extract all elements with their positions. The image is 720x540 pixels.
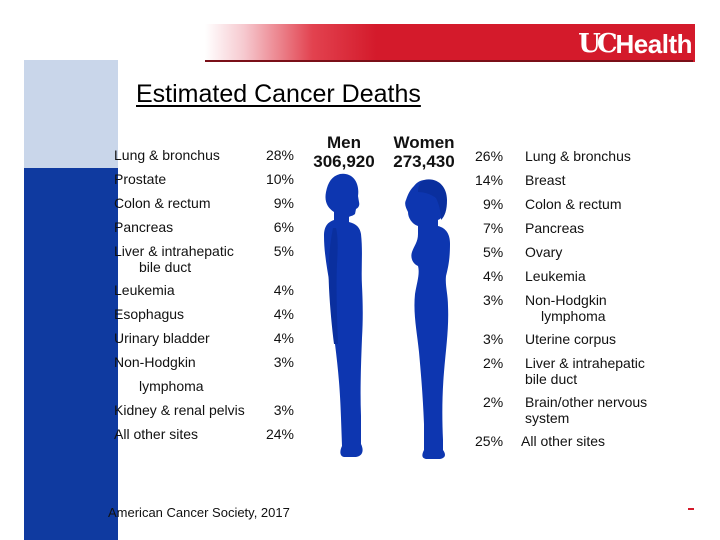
women-label: Uterine corpus	[525, 331, 617, 347]
accent-bar-dark	[24, 168, 118, 540]
women-label: Pancreas	[525, 220, 585, 236]
men-label: Liver & intrahepatic	[114, 243, 234, 259]
men-pct: 9%	[273, 195, 294, 211]
header-band	[205, 24, 695, 62]
women-pct: 4%	[483, 268, 504, 284]
women-label-cont: system	[525, 410, 570, 426]
men-label: Kidney & renal pelvis	[114, 402, 245, 418]
women-pct: 25%	[475, 433, 504, 449]
men-label-cont: bile duct	[139, 259, 192, 275]
women-label: Breast	[525, 172, 566, 188]
women-total: 273,430	[393, 152, 455, 171]
women-label-cont: lymphoma	[541, 308, 606, 324]
uc-logo-mark: UC	[578, 29, 617, 59]
header-rule	[205, 60, 693, 62]
men-total: 306,920	[313, 152, 375, 171]
men-pct: 5%	[273, 243, 294, 259]
women-label: Lung & bronchus	[525, 148, 631, 164]
female-silhouette	[405, 179, 450, 459]
women-pct: 3%	[483, 292, 504, 308]
men-label: Lung & bronchus	[114, 147, 220, 163]
women-heading: Women	[393, 133, 455, 152]
accent-bar-light	[24, 60, 118, 168]
men-pct: 10%	[265, 171, 294, 187]
men-pct: 24%	[265, 426, 294, 442]
women-pct: 7%	[483, 220, 504, 236]
men-pct: 28%	[265, 147, 294, 163]
women-pct: 2%	[483, 355, 504, 371]
women-pct: 5%	[483, 244, 504, 260]
men-label: All other sites	[114, 426, 199, 442]
men-label: Prostate	[114, 171, 167, 187]
men-pct: 3%	[273, 354, 294, 370]
body-silhouettes	[324, 173, 450, 459]
women-pct: 26%	[475, 148, 504, 164]
uc-health-logo: UC Health	[578, 27, 692, 61]
men-pct: 3%	[273, 402, 294, 418]
men-pct: 4%	[273, 282, 294, 298]
men-heading: Men	[327, 133, 361, 152]
men-label: Non-Hodgkin	[114, 354, 196, 370]
source-citation: American Cancer Society, 2017	[108, 505, 290, 520]
men-label-cont: lymphoma	[139, 378, 204, 394]
women-pct: 9%	[483, 196, 504, 212]
women-pct: 14%	[475, 172, 504, 188]
men-pct: 6%	[273, 219, 294, 235]
men-label: Colon & rectum	[114, 195, 211, 211]
women-label: All other sites	[521, 433, 606, 449]
men-label: Urinary bladder	[114, 330, 210, 346]
women-pct: 3%	[483, 331, 504, 347]
male-arm	[328, 228, 338, 344]
women-label-cont: bile duct	[525, 371, 578, 387]
male-silhouette	[324, 173, 363, 457]
women-label: Leukemia	[525, 268, 586, 284]
men-pct: 4%	[273, 306, 294, 322]
women-label: Brain/other nervous	[525, 394, 648, 410]
corner-mark	[688, 508, 694, 510]
women-label: Colon & rectum	[525, 196, 622, 212]
men-label: Pancreas	[114, 219, 174, 235]
women-label: Ovary	[525, 244, 563, 260]
logo-text: Health	[615, 28, 693, 59]
men-label: Esophagus	[114, 306, 185, 322]
women-label: Non-Hodgkin	[525, 292, 607, 308]
slide-title: Estimated Cancer Deaths	[136, 80, 421, 108]
men-label: Leukemia	[114, 282, 175, 298]
men-pct: 4%	[273, 330, 294, 346]
women-pct: 2%	[483, 394, 504, 410]
female-hair	[418, 179, 447, 220]
women-label: Liver & intrahepatic	[525, 355, 645, 371]
